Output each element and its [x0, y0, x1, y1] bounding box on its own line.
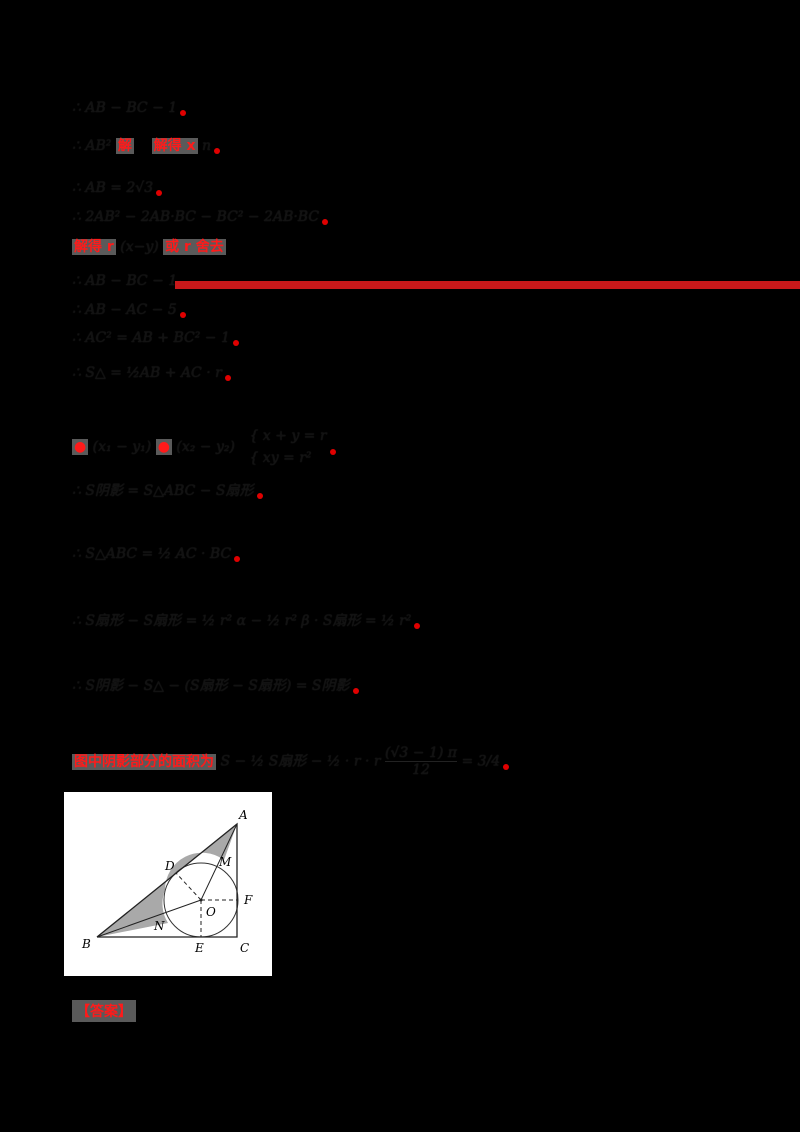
- solution-line-8: ∴ AC² = AB + BC² − 1: [72, 327, 239, 349]
- solution-line-12: ∴ S△ABC = ½ AC · BC: [72, 543, 241, 565]
- red-marker: [156, 190, 163, 196]
- red-marker: [322, 219, 329, 225]
- label-A: A: [238, 808, 248, 822]
- solution-line-6: ∴ AB − BC − 1: [72, 270, 187, 292]
- red-marker: [414, 623, 421, 629]
- label-N: N: [153, 919, 165, 933]
- label-M: M: [218, 855, 232, 869]
- solution-line-13: ∴ S扇形 − S扇形 = ½ r² α − ½ r² β · S扇形 = ½ …: [72, 610, 421, 632]
- solution-line-5: 解得 r (x−y) 或 r 舍去: [72, 239, 226, 255]
- label-B: B: [81, 937, 91, 951]
- label-F: F: [243, 893, 253, 907]
- red-marker: [256, 493, 263, 499]
- answer-label: 【答案】: [72, 1000, 136, 1022]
- label-C: C: [240, 941, 249, 955]
- solution-line-14: ∴ S阴影 − S△ − (S扇形 − S扇形) = S阴影: [72, 675, 359, 697]
- label-O: O: [206, 905, 216, 919]
- red-marker: [224, 375, 231, 381]
- solution-line-9: ∴ S△ = ½AB + AC · r: [72, 362, 231, 384]
- solution-line-1: ∴ AB − BC − 1: [72, 97, 187, 119]
- red-marker: [232, 340, 239, 346]
- red-marker: [329, 449, 336, 455]
- red-underline-bar: [175, 281, 800, 289]
- incircle-triangle-diagram: A B C D E F M N O: [81, 808, 253, 955]
- red-marker: [179, 312, 186, 318]
- red-marker: [214, 148, 221, 154]
- solution-line-2: ∴ AB² 解 解得 x n: [72, 135, 221, 157]
- solution-line-3: ∴ AB = 2√3: [72, 177, 163, 199]
- geometry-figure: A B C D E F M N O: [64, 792, 272, 976]
- label-E: E: [194, 941, 204, 955]
- solution-line-10: ● (x₁ − y₁) ● (x₂ − y₂) { x + y = r { xy…: [72, 425, 336, 466]
- solution-line-4: ∴ 2AB² − 2AB·BC − BC² − 2AB·BC: [72, 206, 329, 228]
- solution-line-15: 图中阴影部分的面积为 S − ½ S扇形 − ½ · r · r (√3 − 1…: [72, 745, 510, 778]
- solution-line-11: ∴ S阴影 = S△ABC − S扇形: [72, 480, 263, 502]
- red-marker: [234, 556, 241, 562]
- solution-line-7: ∴ AB − AC − 5: [72, 299, 186, 321]
- equation-system: { x + y = r { xy = r²: [249, 428, 327, 466]
- fraction: (√3 − 1) π 12: [385, 745, 457, 778]
- red-marker: [503, 763, 510, 770]
- red-marker: [352, 688, 359, 694]
- label-D: D: [164, 859, 175, 873]
- red-marker: [180, 110, 187, 116]
